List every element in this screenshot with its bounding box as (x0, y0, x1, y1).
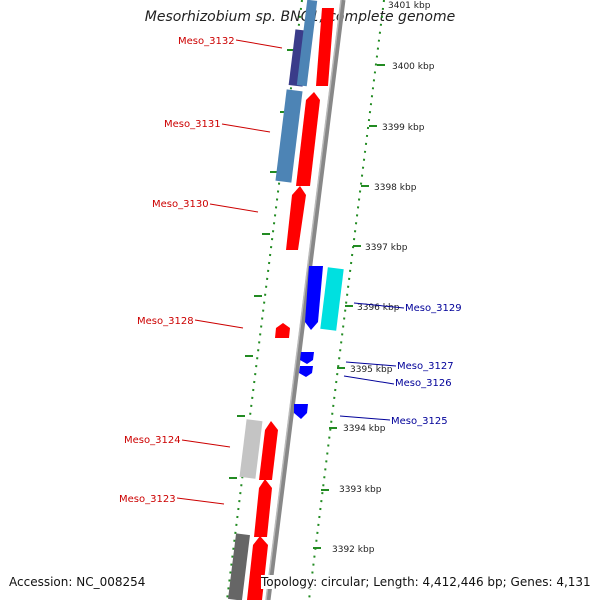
gene-arrow-meso-3123[interactable] (254, 479, 272, 537)
cog-block-meso-3129[interactable] (320, 267, 344, 331)
ruler-label-3393: 3393 kbp (339, 485, 382, 495)
accession-info: Accession: NC_008254 (9, 575, 145, 589)
ruler-label-3394: 3394 kbp (343, 424, 386, 434)
ruler-label-3392: 3392 kbp (332, 545, 375, 555)
accession-label: Accession: (9, 575, 73, 589)
cog-block-meso-3132-b[interactable] (296, 0, 318, 87)
gene-arrow-meso-3131[interactable] (296, 92, 320, 186)
gene-label-meso-3130[interactable]: Meso_3130 (152, 199, 209, 210)
backbone-highlight (265, 0, 342, 600)
ruler-label-3396: 3396 kbp (357, 303, 400, 313)
gene-label-meso-3123[interactable]: Meso_3123 (119, 494, 176, 505)
ruler-label-3397: 3397 kbp (365, 243, 408, 253)
ruler-label-3399: 3399 kbp (382, 123, 425, 133)
gene-label-meso-3125[interactable]: Meso_3125 (391, 416, 448, 427)
gene-arrow-meso-3125[interactable] (294, 404, 308, 419)
gene-label-meso-3128[interactable]: Meso_3128 (137, 316, 194, 327)
gene-label-meso-3129[interactable]: Meso_3129 (405, 303, 462, 314)
leader-meso-3131 (221, 123, 271, 133)
outer-ring-ticks (313, 64, 385, 549)
ruler-label-3401: 3401 kbp (388, 1, 431, 11)
leader-meso-3130 (209, 203, 259, 213)
accession-value: NC_008254 (76, 575, 146, 589)
outer-tick-ring (308, 0, 385, 600)
leader-meso-3124 (181, 439, 231, 448)
leader-meso-3127 (345, 361, 397, 367)
gene-label-meso-3127[interactable]: Meso_3127 (397, 361, 454, 372)
cog-block-meso-3124[interactable] (239, 419, 263, 479)
leader-meso-3126 (343, 375, 395, 385)
genes-value: 4,131 (556, 575, 591, 589)
topology-label: Topology: (261, 575, 318, 589)
cog-block-bottom[interactable] (228, 533, 250, 600)
gene-arrow-meso-3128[interactable] (275, 323, 290, 338)
gene-arrow-meso-3129[interactable] (305, 266, 323, 330)
gene-arrow-meso-3124[interactable] (259, 421, 278, 480)
cog-block-meso-3131[interactable] (275, 89, 303, 183)
gene-label-meso-3124[interactable]: Meso_3124 (124, 435, 181, 446)
gene-label-meso-3131[interactable]: Meso_3131 (164, 119, 221, 130)
gene-label-meso-3126[interactable]: Meso_3126 (395, 378, 452, 389)
leader-meso-3123 (176, 497, 225, 505)
leader-meso-3132 (235, 39, 283, 49)
leader-meso-3125 (339, 415, 391, 421)
genome-summary: Topology: circular; Length: 4,412,446 bp… (261, 575, 591, 589)
gene-label-meso-3132[interactable]: Meso_3132 (178, 36, 235, 47)
gene-arrow-meso-3132[interactable] (316, 8, 334, 86)
gene-arrow-meso-3127[interactable] (300, 352, 314, 364)
ruler-label-3395: 3395 kbp (350, 365, 393, 375)
ruler-label-3398: 3398 kbp (374, 183, 417, 193)
gene-arrow-meso-3126[interactable] (299, 366, 313, 377)
ruler-label-3400: 3400 kbp (392, 62, 435, 72)
topology-value: circular (320, 575, 366, 589)
gene-arrow-bottom[interactable] (247, 536, 268, 600)
leader-meso-3128 (194, 319, 244, 329)
length-value: 4,412,446 bp (422, 575, 503, 589)
leader-meso-3129 (353, 302, 405, 309)
gene-arrow-meso-3130[interactable] (286, 186, 306, 250)
length-label: Length: (373, 575, 419, 589)
backbone-track (265, 0, 346, 600)
genes-label: Genes: (510, 575, 553, 589)
